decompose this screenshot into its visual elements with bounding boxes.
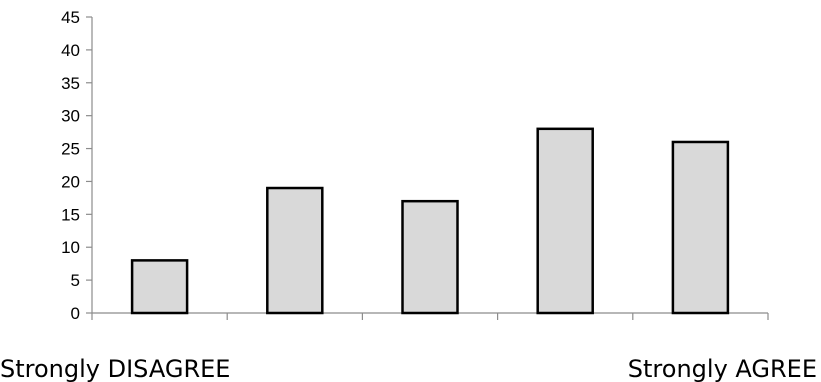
y-tick-label: 25	[61, 140, 80, 159]
y-tick-label: 35	[61, 74, 80, 93]
y-tick-label: 5	[71, 271, 80, 290]
y-axis: 0 5 10 15 20 25 30 35 40 45	[61, 8, 93, 323]
y-tick-label: 30	[61, 107, 80, 126]
y-tick-label: 45	[61, 8, 80, 27]
bar-5	[671, 140, 730, 315]
y-tick-label: 40	[61, 41, 80, 60]
bar-2	[266, 186, 324, 315]
y-tick-label: 10	[61, 238, 80, 257]
bars	[130, 127, 730, 315]
bar-3	[401, 199, 459, 315]
y-tick-label: 15	[61, 205, 80, 224]
strongly-agree-label: Strongly AGREE	[628, 355, 817, 382]
bar-4	[536, 127, 594, 315]
bar-1	[130, 259, 189, 315]
strongly-disagree-label: Strongly DISAGREE	[0, 355, 230, 382]
y-tick-label: 0	[71, 304, 80, 323]
y-tick-label: 20	[61, 172, 80, 191]
